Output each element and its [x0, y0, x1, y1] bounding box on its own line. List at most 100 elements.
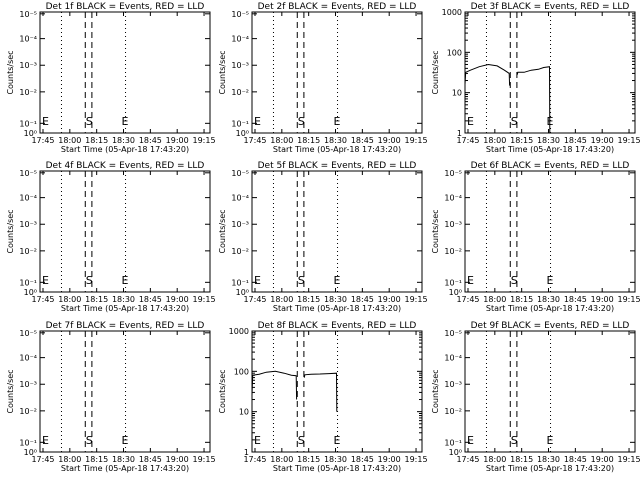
panel-det-5: Det 5f BLACK = Events, RED = LLD Counts/s…: [218, 161, 428, 313]
x-tick-label: 19:15: [405, 136, 428, 145]
y-axis-label: Counts/sec: [218, 369, 227, 413]
y-tick-label: 1000: [229, 327, 249, 336]
marker-s: S: [298, 274, 305, 287]
y-tick-label: 10⁻²: [19, 407, 37, 416]
x-tick-label: 18:15: [85, 455, 108, 464]
y-tick-label: 10⁻⁴: [231, 35, 249, 44]
x-tick-label: 19:00: [378, 136, 401, 145]
y-tick-label: 10⁻¹: [19, 119, 37, 128]
marker-e-start: E: [467, 434, 474, 447]
y-tick-label: 10⁻¹: [19, 278, 37, 287]
x-axis-label: Start Time (05-Apr-18 17:43:20): [273, 464, 401, 473]
y-tick-label: 100: [234, 367, 249, 376]
marker-e-end: E: [547, 434, 554, 447]
marker-e-end: E: [334, 115, 341, 128]
x-tick-label: 19:15: [193, 295, 216, 304]
chart-title: Det 7f BLACK = Events, RED = LLD: [46, 321, 205, 331]
x-tick-label: 19:00: [591, 136, 614, 145]
y-tick-label: 10⁰: [236, 288, 249, 297]
x-tick-label: 18:15: [297, 295, 320, 304]
y-tick-label: 10⁻⁴: [231, 194, 249, 203]
x-tick-label: 17:45: [456, 455, 479, 464]
marker-e-end: E: [334, 274, 341, 287]
panel-det-3: Det 3f BLACK = Events, RED = LLD Counts/s…: [431, 2, 640, 154]
y-tick-label: 10⁰: [24, 448, 37, 457]
y-tick-label: 10⁻¹: [231, 278, 249, 287]
plot-frame: [251, 11, 423, 134]
y-tick-label: 10⁻³: [444, 220, 462, 229]
y-tick-label: 10⁻³: [19, 220, 37, 229]
x-tick-label: 17:45: [456, 295, 479, 304]
x-tick-label: 17:45: [456, 136, 479, 145]
y-tick-label: 10⁻¹: [444, 278, 462, 287]
x-tick-label: 18:15: [510, 295, 533, 304]
y-tick-label: 10⁻⁴: [19, 35, 37, 44]
x-tick-label: 18:00: [483, 136, 506, 145]
x-tick-label: 18:15: [85, 136, 108, 145]
x-tick-label: 18:45: [139, 295, 162, 304]
plot-frame: [464, 330, 636, 453]
y-tick-label: 10⁻⁴: [444, 354, 462, 363]
marker-e-start: E: [467, 274, 474, 287]
marker-e-start: E: [42, 434, 49, 447]
y-tick-label: 10⁻¹: [231, 119, 249, 128]
marker-s: S: [298, 115, 305, 128]
y-axis-label: Counts/sec: [218, 209, 227, 253]
y-axis-label: Counts/sec: [218, 50, 227, 94]
chart-title: Det 1f BLACK = Events, RED = LLD: [46, 2, 205, 12]
y-tick-label: 10⁻⁵: [444, 169, 462, 178]
marker-e-end: E: [122, 115, 129, 128]
y-tick-label: 10⁰: [24, 288, 37, 297]
x-tick-label: 18:30: [324, 136, 347, 145]
y-tick-label: 10⁻⁵: [19, 169, 37, 178]
marker-s: S: [511, 434, 518, 447]
x-tick-label: 18:15: [297, 136, 320, 145]
marker-e-start: E: [254, 115, 261, 128]
y-tick-label: 10⁻⁵: [19, 329, 37, 338]
x-tick-label: 19:15: [618, 455, 640, 464]
y-tick-label: 10⁻²: [444, 247, 462, 256]
plot-frame: [39, 11, 211, 134]
y-tick-label: 10⁻³: [231, 61, 249, 70]
chart-title: Det 4f BLACK = Events, RED = LLD: [46, 161, 205, 171]
plot-frame: [464, 11, 636, 134]
y-tick-label: 10⁻⁵: [231, 10, 249, 19]
marker-e-end: E: [122, 434, 129, 447]
chart-title: Det 5f BLACK = Events, RED = LLD: [258, 161, 417, 171]
x-tick-label: 19:15: [405, 455, 428, 464]
x-tick-label: 19:00: [591, 455, 614, 464]
events-line-segment-2: [303, 372, 338, 412]
panel-det-7: Det 7f BLACK = Events, RED = LLD Counts/s…: [6, 321, 216, 473]
x-axis-label: Start Time (05-Apr-18 17:43:20): [273, 145, 401, 154]
marker-s: S: [86, 274, 93, 287]
y-tick-label: 10⁻⁵: [231, 169, 249, 178]
x-tick-label: 17:45: [31, 455, 54, 464]
x-tick-label: 17:45: [243, 136, 266, 145]
x-tick-label: 17:45: [243, 295, 266, 304]
chart-title: Det 6f BLACK = Events, RED = LLD: [471, 161, 630, 171]
y-tick-label: 10⁰: [236, 129, 249, 138]
events-line-segment-2: [516, 66, 551, 134]
x-tick-label: 18:15: [510, 136, 533, 145]
x-tick-label: 18:30: [324, 295, 347, 304]
marker-e-start: E: [42, 115, 49, 128]
x-tick-label: 19:15: [405, 295, 428, 304]
x-tick-label: 18:30: [112, 455, 135, 464]
x-tick-label: 18:00: [483, 455, 506, 464]
chart-title: Det 2f BLACK = Events, RED = LLD: [258, 2, 417, 12]
marker-e-end: E: [122, 274, 129, 287]
y-axis-label: Counts/sec: [6, 369, 15, 413]
events-line-segment-1: [251, 370, 298, 400]
panel-det-1: Det 1f BLACK = Events, RED = LLD Counts/s…: [6, 2, 216, 154]
chart-title: Det 8f BLACK = Events, RED = LLD: [258, 321, 417, 331]
x-axis-label: Start Time (05-Apr-18 17:43:20): [61, 145, 189, 154]
x-tick-label: 18:45: [139, 455, 162, 464]
x-tick-label: 18:30: [537, 136, 560, 145]
x-tick-label: 18:30: [324, 455, 347, 464]
x-tick-label: 18:30: [537, 295, 560, 304]
y-tick-label: 10⁻⁵: [19, 10, 37, 19]
x-tick-label: 19:00: [166, 455, 189, 464]
y-tick-label: 10⁰: [449, 448, 462, 457]
x-axis-label: Start Time (05-Apr-18 17:43:20): [61, 304, 189, 313]
